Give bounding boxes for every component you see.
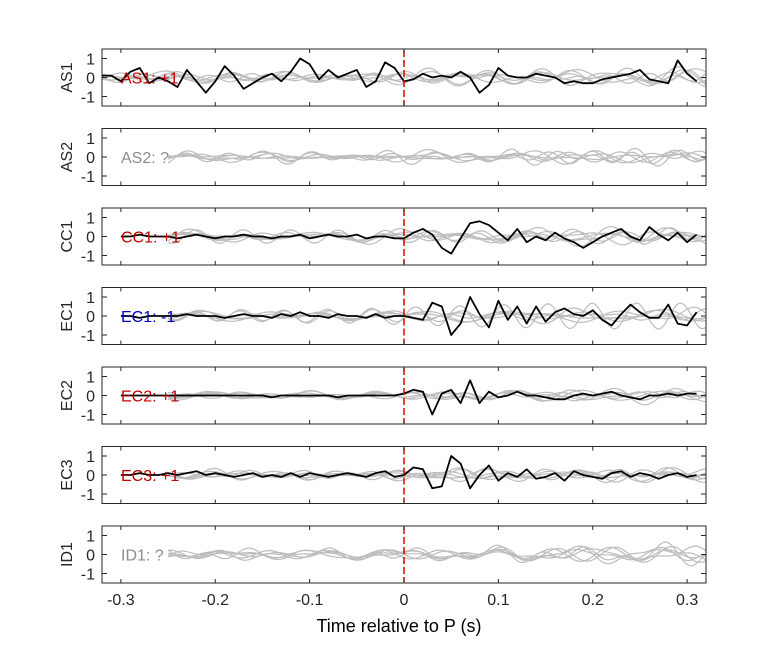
polarity-annotation: CC1: +1 [121,230,180,247]
background-trace [167,308,707,324]
y-tick-label: 1 [86,52,95,69]
x-tick-label: 0 [400,592,409,609]
panel-ec3: -1 0 1 EC3 EC3: +1 [59,446,707,504]
y-tick-label: 1 [86,211,95,228]
x-tick-label: -0.2 [201,592,229,609]
panel-ec1: -1 0 1 EC1 EC1: -1 [59,287,707,345]
panel-ec2: -1 0 1 EC2 EC2: +1 [59,366,707,425]
panel-as1: -1 0 1 AS1 AS1: +1 [59,48,707,107]
station-label: ID1 [59,542,76,567]
background-trace [167,389,707,403]
polarity-annotation: EC2: +1 [121,389,179,406]
y-tick-label: 0 [86,150,95,167]
y-tick-label: -1 [81,90,95,107]
station-label: AS1 [59,62,76,92]
waveform-trace [120,220,698,255]
polarity-annotation: ID1: ? [121,548,164,565]
y-tick-label: 0 [86,309,95,326]
station-label: EC1 [59,300,76,331]
background-trace [167,147,707,167]
y-tick-label: -1 [81,328,95,345]
y-tick-label: 1 [86,529,95,546]
background-trace [168,231,706,246]
background-trace [101,69,707,85]
x-tick-label: -0.1 [296,592,324,609]
x-tick-label: 0.1 [487,592,509,609]
y-tick-label: -1 [81,249,95,266]
x-tick-labels: -0.3 -0.2 -0.1 0 0.1 0.2 0.3 [107,592,698,609]
y-tick-label: 0 [86,389,95,406]
y-tick-label: -1 [81,169,95,186]
station-label: EC3 [59,459,76,490]
y-tick-label: 0 [86,71,95,88]
panel-as2: -1 0 1 AS2 AS2: ? [59,128,707,186]
waveform-trace [120,455,697,490]
background-trace [167,229,707,244]
station-label: AS2 [59,142,76,172]
background-traces [167,541,707,567]
panel-id1: -1 0 1 ID1 ID1: ? [59,525,707,584]
polarity-annotation: EC3: +1 [121,468,179,485]
background-trace [167,541,707,567]
panel-cc1: -1 0 1 CC1 CC1: +1 [59,207,707,266]
background-trace [167,302,707,330]
y-tick-label: 1 [86,131,95,148]
y-tick-label: -1 [81,408,95,425]
y-tick-label: 1 [86,290,95,307]
y-tick-label: 1 [86,370,95,387]
background-trace [167,468,707,481]
y-tick-label: -1 [81,487,95,504]
background-trace [168,152,707,164]
y-tick-label: 1 [86,449,95,466]
waveform-trace [102,57,698,94]
panels-group: -1 0 1 AS1 AS1: +1 -1 0 1 AS2 AS2: ? -1 0 1 CC1 CC1: +… [59,48,707,609]
polarity-annotation: EC1: -1 [121,309,175,326]
polarity-annotation: AS1: +1 [121,71,178,88]
x-tick-label: 0.2 [582,592,604,609]
x-tick-label: 0.3 [676,592,698,609]
y-tick-label: 0 [86,468,95,485]
y-tick-label: -1 [81,567,95,584]
y-tick-label: 0 [86,230,95,247]
background-trace [167,467,707,484]
x-axis-label: Time relative to P (s) [316,616,481,636]
x-tick-label: -0.3 [107,592,135,609]
background-trace [168,548,707,561]
waveform-trace [120,296,698,336]
waveform-trace [120,379,697,416]
background-traces [167,147,707,167]
polarity-annotation: AS2: ? [121,150,169,167]
y-tick-label: 0 [86,548,95,565]
background-traces [167,467,707,484]
station-label: EC2 [59,380,76,411]
background-trace [168,546,707,562]
station-label: CC1 [59,220,76,252]
background-trace [167,151,707,163]
